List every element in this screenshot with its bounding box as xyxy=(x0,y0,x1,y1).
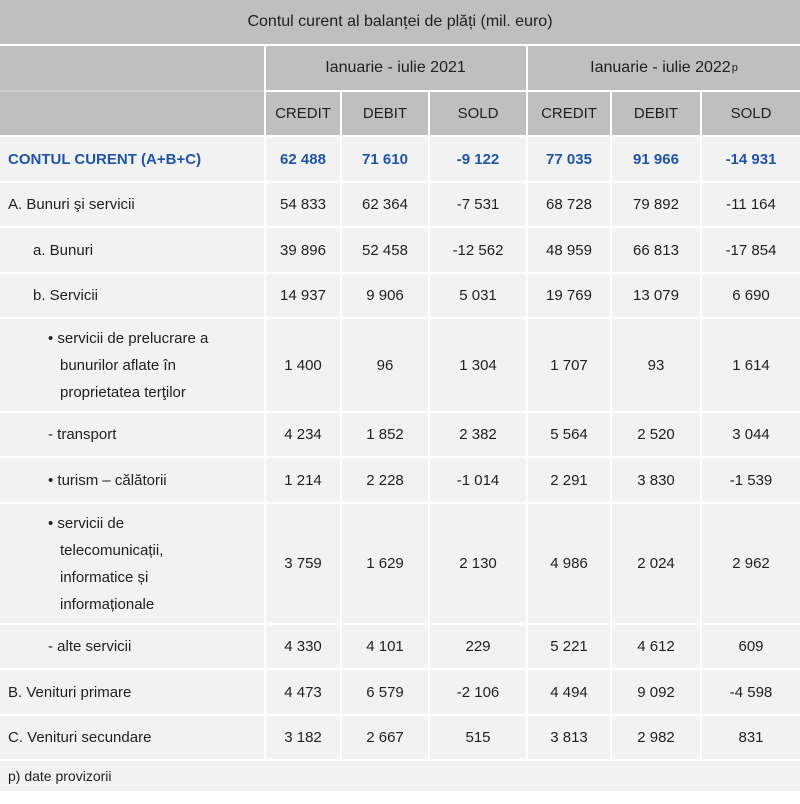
value-cell: -1 539 xyxy=(702,458,800,502)
row-label: - transport xyxy=(0,413,264,456)
value-cell: 96 xyxy=(342,319,428,411)
value-cell: 2 667 xyxy=(342,716,428,759)
value-cell: 6 690 xyxy=(702,274,800,317)
value-cell: 62 364 xyxy=(342,183,428,226)
footnote: p) date provizorii xyxy=(0,761,800,791)
value-cell: 5 564 xyxy=(528,413,610,456)
row-label: CONTUL CURENT (A+B+C) xyxy=(0,137,264,181)
col-header-credit-2022: CREDIT xyxy=(528,92,610,135)
value-cell: 1 614 xyxy=(702,319,800,411)
value-cell: 77 035 xyxy=(528,137,610,181)
value-cell: 93 xyxy=(612,319,700,411)
value-cell: 19 769 xyxy=(528,274,610,317)
table-title: Contul curent al balanței de plăți (mil.… xyxy=(0,0,800,44)
col-header-credit-2021: CREDIT xyxy=(266,92,340,135)
row-label: • servicii de prelucrare a bunurilor afl… xyxy=(0,319,264,411)
value-cell: 1 629 xyxy=(342,504,428,623)
value-cell: 14 937 xyxy=(266,274,340,317)
period-label-2022: Ianuarie - iulie 2022 xyxy=(590,59,731,76)
value-cell: 4 101 xyxy=(342,625,428,668)
value-cell: -4 598 xyxy=(702,670,800,714)
row-label: A. Bunuri şi servicii xyxy=(0,183,264,226)
value-cell: 3 182 xyxy=(266,716,340,759)
period-label-2021: Ianuarie - iulie 2021 xyxy=(325,59,466,76)
value-cell: 2 130 xyxy=(430,504,526,623)
value-cell: 831 xyxy=(702,716,800,759)
value-cell: 1 852 xyxy=(342,413,428,456)
value-cell: -2 106 xyxy=(430,670,526,714)
value-cell: 2 024 xyxy=(612,504,700,623)
value-cell: 4 612 xyxy=(612,625,700,668)
col-header-sold-2022: SOLD xyxy=(702,92,800,135)
value-cell: -7 531 xyxy=(430,183,526,226)
value-cell: 5 031 xyxy=(430,274,526,317)
row-label: a. Bunuri xyxy=(0,228,264,272)
value-cell: 4 234 xyxy=(266,413,340,456)
value-cell: 62 488 xyxy=(266,137,340,181)
period-header-2021: Ianuarie - iulie 2021 xyxy=(266,46,526,90)
value-cell: 6 579 xyxy=(342,670,428,714)
value-cell: 2 982 xyxy=(612,716,700,759)
value-cell: 4 330 xyxy=(266,625,340,668)
period-header-2022: Ianuarie - iulie 2022 p xyxy=(528,46,800,90)
value-cell: 9 092 xyxy=(612,670,700,714)
col-header-sold-2021: SOLD xyxy=(430,92,526,135)
value-cell: 68 728 xyxy=(528,183,610,226)
value-cell: 4 986 xyxy=(528,504,610,623)
value-cell: 48 959 xyxy=(528,228,610,272)
row-label: C. Venituri secundare xyxy=(0,716,264,759)
value-cell: 79 892 xyxy=(612,183,700,226)
value-cell: 2 520 xyxy=(612,413,700,456)
value-cell: 5 221 xyxy=(528,625,610,668)
value-cell: 2 291 xyxy=(528,458,610,502)
value-cell: -1 014 xyxy=(430,458,526,502)
row-label: - alte servicii xyxy=(0,625,264,668)
value-cell: 9 906 xyxy=(342,274,428,317)
row-label: • turism – călătorii xyxy=(0,458,264,502)
value-cell: 2 962 xyxy=(702,504,800,623)
value-cell: 54 833 xyxy=(266,183,340,226)
value-cell: 229 xyxy=(430,625,526,668)
value-cell: 609 xyxy=(702,625,800,668)
row-label: • servicii de telecomunicații, informati… xyxy=(0,504,264,623)
value-cell: 52 458 xyxy=(342,228,428,272)
value-cell: 66 813 xyxy=(612,228,700,272)
value-cell: 2 228 xyxy=(342,458,428,502)
value-cell: -11 164 xyxy=(702,183,800,226)
value-cell: 3 044 xyxy=(702,413,800,456)
value-cell: 71 610 xyxy=(342,137,428,181)
col-header-debit-2021: DEBIT xyxy=(342,92,428,135)
col-header-debit-2022: DEBIT xyxy=(612,92,700,135)
value-cell: 3 759 xyxy=(266,504,340,623)
value-cell: 4 473 xyxy=(266,670,340,714)
value-cell: -14 931 xyxy=(702,137,800,181)
row-label: B. Venituri primare xyxy=(0,670,264,714)
value-cell: 13 079 xyxy=(612,274,700,317)
value-cell: 2 382 xyxy=(430,413,526,456)
value-cell: 3 830 xyxy=(612,458,700,502)
value-cell: 4 494 xyxy=(528,670,610,714)
value-cell: 91 966 xyxy=(612,137,700,181)
value-cell: 1 707 xyxy=(528,319,610,411)
value-cell: 1 304 xyxy=(430,319,526,411)
value-cell: -17 854 xyxy=(702,228,800,272)
value-cell: -9 122 xyxy=(430,137,526,181)
row-label: b. Servicii xyxy=(0,274,264,317)
value-cell: 1 214 xyxy=(266,458,340,502)
value-cell: -12 562 xyxy=(430,228,526,272)
value-cell: 515 xyxy=(430,716,526,759)
value-cell: 3 813 xyxy=(528,716,610,759)
value-cell: 1 400 xyxy=(266,319,340,411)
value-cell: 39 896 xyxy=(266,228,340,272)
row-label-header-cell xyxy=(0,46,264,135)
